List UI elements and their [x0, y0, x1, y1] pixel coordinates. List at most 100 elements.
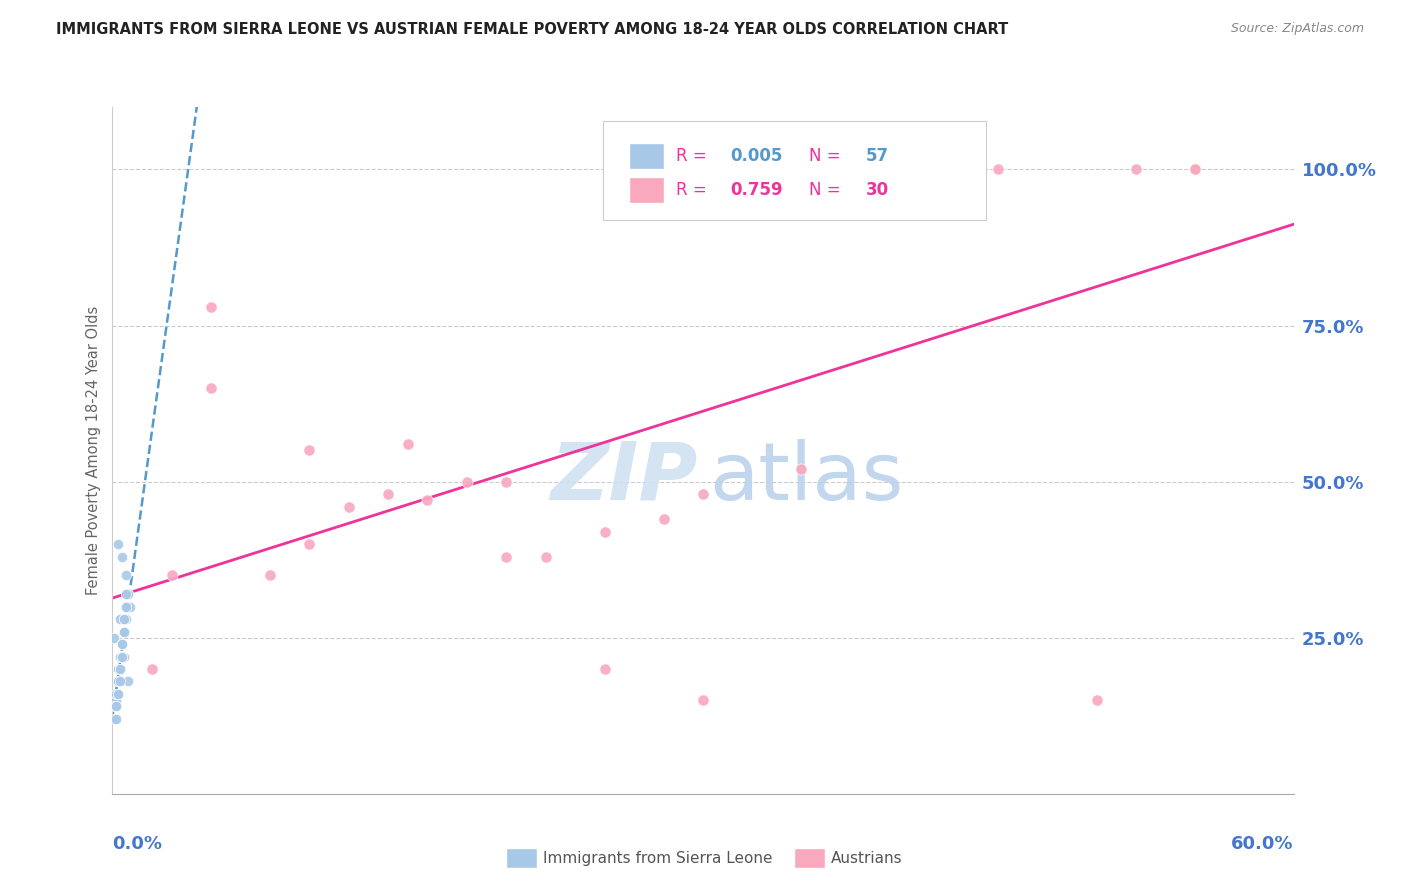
Point: [495, 475, 517, 489]
Point: [889, 162, 911, 177]
Point: [456, 475, 478, 489]
Point: [790, 462, 813, 476]
Point: [337, 500, 360, 514]
Point: [115, 599, 138, 614]
Point: [692, 487, 714, 501]
Point: [298, 443, 321, 458]
Point: [105, 693, 128, 707]
Point: [107, 662, 129, 676]
Point: [111, 649, 134, 664]
Point: [110, 612, 132, 626]
Text: N =: N =: [810, 181, 846, 199]
Point: [110, 662, 132, 676]
Point: [112, 624, 135, 639]
Point: [110, 674, 132, 689]
Point: [652, 512, 675, 526]
Point: [107, 674, 129, 689]
FancyBboxPatch shape: [603, 120, 987, 220]
Point: [110, 662, 132, 676]
Point: [112, 624, 135, 639]
Point: [396, 437, 419, 451]
Point: [849, 162, 872, 177]
Text: 0.0%: 0.0%: [112, 835, 163, 853]
FancyBboxPatch shape: [628, 143, 664, 169]
Point: [105, 687, 128, 701]
Point: [200, 381, 222, 395]
Point: [115, 612, 138, 626]
Point: [1184, 162, 1206, 177]
Point: [1125, 162, 1147, 177]
Point: [107, 537, 129, 551]
Point: [112, 624, 135, 639]
Point: [111, 637, 134, 651]
Text: 30: 30: [866, 181, 889, 199]
Text: N =: N =: [810, 147, 846, 165]
Point: [117, 674, 139, 689]
Y-axis label: Female Poverty Among 18-24 Year Olds: Female Poverty Among 18-24 Year Olds: [86, 306, 101, 595]
Point: [110, 649, 132, 664]
Point: [115, 599, 138, 614]
Point: [112, 649, 135, 664]
Text: 60.0%: 60.0%: [1232, 835, 1294, 853]
Point: [105, 712, 128, 726]
Point: [112, 624, 135, 639]
Point: [987, 162, 1010, 177]
Text: R =: R =: [676, 181, 711, 199]
Point: [103, 631, 125, 645]
Text: Immigrants from Sierra Leone: Immigrants from Sierra Leone: [543, 851, 772, 865]
Point: [117, 587, 139, 601]
FancyBboxPatch shape: [628, 178, 664, 203]
Point: [1184, 162, 1206, 177]
Text: ZIP: ZIP: [550, 439, 697, 517]
Point: [593, 524, 616, 539]
Point: [103, 712, 125, 726]
Point: [111, 637, 134, 651]
Point: [298, 537, 321, 551]
Point: [107, 674, 129, 689]
Point: [112, 612, 135, 626]
Point: [111, 649, 134, 664]
Point: [120, 599, 142, 614]
Point: [111, 637, 134, 651]
Point: [107, 674, 129, 689]
Point: [105, 687, 128, 701]
Point: [107, 687, 129, 701]
Text: Austrians: Austrians: [831, 851, 903, 865]
Point: [107, 687, 129, 701]
Text: 0.759: 0.759: [730, 181, 783, 199]
Point: [110, 662, 132, 676]
Point: [112, 612, 135, 626]
Point: [377, 487, 399, 501]
Point: [112, 624, 135, 639]
Point: [1184, 162, 1206, 177]
Point: [692, 693, 714, 707]
Point: [107, 674, 129, 689]
Point: [416, 493, 439, 508]
Point: [141, 662, 163, 676]
Point: [110, 662, 132, 676]
Text: IMMIGRANTS FROM SIERRA LEONE VS AUSTRIAN FEMALE POVERTY AMONG 18-24 YEAR OLDS CO: IMMIGRANTS FROM SIERRA LEONE VS AUSTRIAN…: [56, 22, 1008, 37]
Point: [259, 568, 281, 582]
Point: [107, 687, 129, 701]
Point: [534, 549, 557, 564]
Point: [110, 662, 132, 676]
Text: 57: 57: [866, 147, 889, 165]
Point: [200, 300, 222, 314]
Point: [495, 549, 517, 564]
Point: [117, 587, 139, 601]
Point: [115, 568, 138, 582]
Point: [1184, 162, 1206, 177]
Point: [110, 662, 132, 676]
Text: atlas: atlas: [709, 439, 903, 517]
Point: [111, 549, 134, 564]
Text: 0.005: 0.005: [730, 147, 783, 165]
Point: [110, 662, 132, 676]
Text: Source: ZipAtlas.com: Source: ZipAtlas.com: [1230, 22, 1364, 36]
Point: [111, 649, 134, 664]
Point: [111, 649, 134, 664]
Point: [115, 587, 138, 601]
Point: [103, 699, 125, 714]
Point: [111, 637, 134, 651]
Point: [160, 568, 183, 582]
Point: [115, 599, 138, 614]
